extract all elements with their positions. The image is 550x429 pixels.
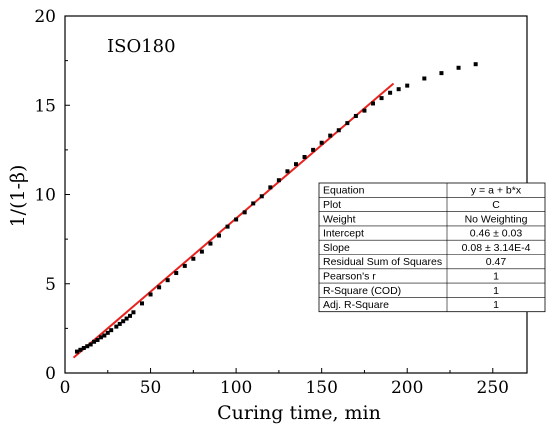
- data-point: [140, 301, 144, 306]
- data-point: [85, 344, 90, 349]
- table-row-label: Intercept: [323, 228, 364, 240]
- x-tick-label: 0: [60, 378, 71, 398]
- data-point: [117, 321, 122, 326]
- y-tick-label: 5: [45, 275, 56, 295]
- table-row-label: Plot: [323, 199, 341, 211]
- y-tick-label: 20: [34, 7, 56, 27]
- table-row-value: 0.47: [486, 256, 507, 268]
- data-point: [131, 310, 136, 315]
- data-point: [311, 147, 316, 152]
- x-tick-label: 150: [305, 378, 337, 398]
- data-point: [379, 96, 384, 101]
- data-point: [191, 256, 196, 261]
- data-point: [439, 71, 444, 76]
- data-point: [124, 316, 129, 321]
- y-tick-label: 0: [45, 364, 56, 384]
- data-point: [165, 278, 170, 283]
- table-row-value: 1: [493, 285, 499, 297]
- data-point: [328, 133, 333, 138]
- data-point: [208, 241, 213, 246]
- x-axis-title: Curing time, min: [217, 402, 381, 424]
- data-point: [388, 90, 393, 95]
- data-point: [268, 185, 273, 190]
- table-row-label: Equation: [323, 185, 365, 197]
- data-point: [128, 313, 133, 318]
- table-row-value: C: [492, 199, 500, 211]
- data-point: [102, 333, 107, 338]
- data-point: [294, 162, 298, 167]
- data-point: [234, 217, 239, 222]
- data-point: [242, 210, 247, 215]
- data-point: [121, 319, 126, 324]
- plot-data: [72, 62, 478, 359]
- table-row-value: 0.08 ± 3.14E-4: [462, 242, 531, 254]
- data-point: [319, 140, 324, 145]
- x-tick-label: 100: [220, 378, 252, 398]
- table-row-value: 0.46 ± 0.03: [470, 228, 523, 240]
- data-point: [371, 101, 375, 106]
- table-row-value: 1: [493, 271, 499, 283]
- data-point: [95, 337, 100, 342]
- data-point: [405, 83, 410, 88]
- data-point: [81, 346, 86, 351]
- data-point: [217, 233, 221, 238]
- data-point: [336, 128, 341, 133]
- x-tick-label: 50: [140, 378, 162, 398]
- table-row-value: y = a + b*x: [471, 185, 522, 197]
- data-point: [105, 330, 110, 335]
- table-row-value: No Weighting: [465, 213, 528, 225]
- table-row-label: Weight: [323, 213, 356, 225]
- x-tick-label: 200: [391, 378, 423, 398]
- data-point: [148, 292, 153, 297]
- data-point: [157, 285, 162, 290]
- data-point: [74, 349, 79, 354]
- data-point: [251, 201, 256, 206]
- data-point: [92, 339, 97, 344]
- data-point: [259, 194, 264, 199]
- table-row-label: R-Square (COD): [323, 285, 401, 297]
- data-point: [276, 178, 281, 183]
- data-point: [285, 169, 290, 174]
- data-point: [98, 335, 103, 340]
- data-point: [182, 263, 187, 268]
- data-point: [473, 62, 478, 67]
- data-point: [174, 271, 179, 276]
- y-axis-title: 1/(1-β): [7, 165, 29, 228]
- table-row-value: 1: [493, 299, 499, 311]
- data-point: [456, 65, 461, 70]
- table-border: [318, 182, 546, 313]
- data-point: [396, 87, 401, 92]
- data-point: [78, 347, 83, 352]
- data-point: [88, 342, 93, 347]
- data-point: [225, 224, 230, 229]
- y-tick-label: 10: [34, 186, 56, 206]
- data-point: [302, 155, 307, 160]
- x-tick-label: 250: [477, 378, 509, 398]
- data-point: [199, 249, 204, 254]
- data-point: [422, 76, 427, 81]
- table-row-label: Adj. R-Square: [323, 299, 389, 311]
- fit-statistics-table: Equation y = a + b*x Plot C Weight No Weighti…: [318, 182, 546, 313]
- table-row-label: Pearson's r: [323, 271, 376, 283]
- table-row-label: Slope: [323, 242, 350, 254]
- table-row-label: Residual Sum of Squares: [323, 256, 442, 268]
- data-point: [114, 324, 119, 329]
- data-point: [362, 108, 367, 113]
- chart-annotation: ISO180: [107, 36, 176, 57]
- data-point: [109, 328, 114, 333]
- axis-ticks: 0 50 100 150 200 250 0 5 10 15 20: [34, 7, 509, 398]
- data-point: [345, 121, 350, 126]
- y-tick-label: 15: [34, 96, 56, 116]
- data-point: [353, 113, 358, 118]
